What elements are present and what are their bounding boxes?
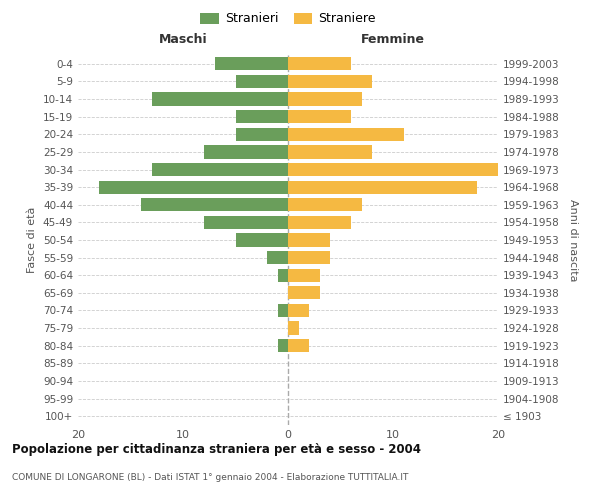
- Bar: [99, 180, 288, 194]
- Bar: [235, 234, 288, 246]
- Bar: [215, 57, 288, 70]
- Bar: [288, 163, 498, 176]
- Bar: [288, 322, 299, 334]
- Bar: [151, 92, 288, 106]
- Bar: [288, 339, 309, 352]
- Text: Maschi: Maschi: [158, 33, 208, 46]
- Bar: [288, 57, 351, 70]
- Bar: [277, 268, 288, 282]
- Bar: [288, 304, 309, 317]
- Bar: [288, 110, 351, 124]
- Bar: [288, 146, 372, 158]
- Bar: [288, 180, 477, 194]
- Bar: [288, 286, 320, 300]
- Bar: [288, 75, 372, 88]
- Bar: [277, 339, 288, 352]
- Bar: [288, 128, 404, 141]
- Bar: [277, 304, 288, 317]
- Bar: [204, 216, 288, 229]
- Y-axis label: Fasce di età: Fasce di età: [28, 207, 37, 273]
- Legend: Stranieri, Straniere: Stranieri, Straniere: [196, 8, 380, 29]
- Text: Femmine: Femmine: [361, 33, 425, 46]
- Bar: [288, 198, 361, 211]
- Text: COMUNE DI LONGARONE (BL) - Dati ISTAT 1° gennaio 2004 - Elaborazione TUTTITALIA.: COMUNE DI LONGARONE (BL) - Dati ISTAT 1°…: [12, 472, 409, 482]
- Y-axis label: Anni di nascita: Anni di nascita: [568, 198, 578, 281]
- Bar: [267, 251, 288, 264]
- Bar: [204, 146, 288, 158]
- Bar: [288, 216, 351, 229]
- Text: Popolazione per cittadinanza straniera per età e sesso - 2004: Popolazione per cittadinanza straniera p…: [12, 442, 421, 456]
- Bar: [151, 163, 288, 176]
- Bar: [235, 110, 288, 124]
- Bar: [235, 128, 288, 141]
- Bar: [288, 268, 320, 282]
- Bar: [141, 198, 288, 211]
- Bar: [288, 251, 330, 264]
- Bar: [288, 234, 330, 246]
- Bar: [288, 92, 361, 106]
- Bar: [235, 75, 288, 88]
